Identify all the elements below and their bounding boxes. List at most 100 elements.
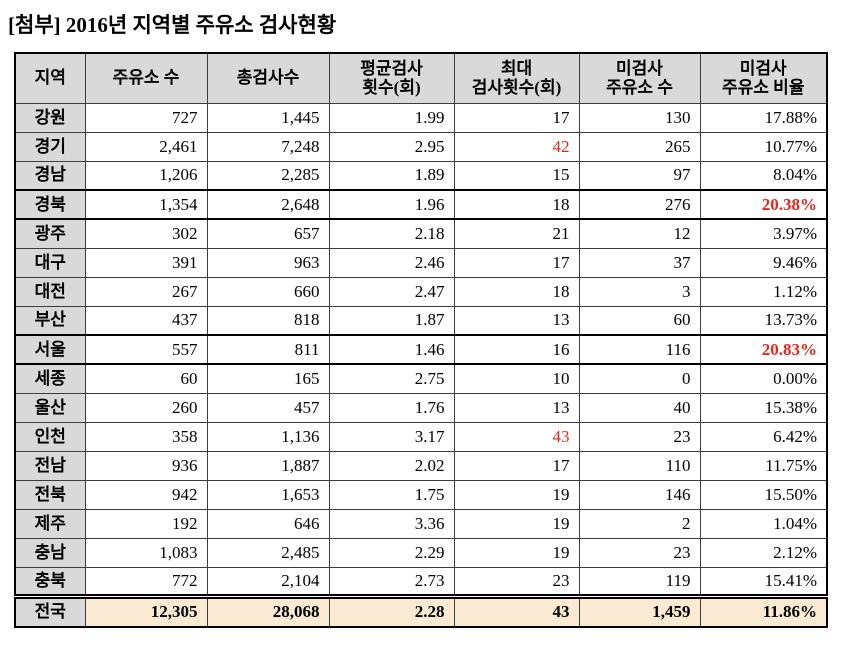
- table-row: 전남 936 1,887 2.02 17 110 11.75%: [14, 450, 828, 481]
- cell-max: 13: [453, 305, 580, 336]
- cell-ratio: 11.86%: [699, 593, 828, 628]
- cell-avg: 2.95: [328, 131, 455, 162]
- cell-total: 28,068: [206, 593, 330, 628]
- cell-ratio: 6.42%: [699, 421, 828, 452]
- cell-stations: 192: [84, 508, 208, 539]
- cell-region: 전북: [14, 479, 86, 510]
- cell-ratio: 9.46%: [699, 247, 828, 278]
- cell-unchecked: 23: [578, 421, 701, 452]
- cell-max: 17: [453, 450, 580, 481]
- cell-region: 대전: [14, 276, 86, 307]
- cell-avg: 3.36: [328, 508, 455, 539]
- cell-avg: 3.17: [328, 421, 455, 452]
- column-header-avg: 평균검사 횟수(회): [328, 52, 455, 104]
- cell-unchecked: 276: [578, 189, 701, 220]
- cell-stations: 391: [84, 247, 208, 278]
- cell-max: 23: [453, 566, 580, 597]
- table-row: 경기 2,461 7,248 2.95 42 265 10.77%: [14, 131, 828, 162]
- cell-total: 646: [206, 508, 330, 539]
- cell-ratio: 11.75%: [699, 450, 828, 481]
- cell-stations: 358: [84, 421, 208, 452]
- cell-max: 18: [453, 189, 580, 220]
- cell-avg: 1.89: [328, 160, 455, 191]
- cell-avg: 2.18: [328, 218, 455, 249]
- cell-stations: 1,206: [84, 160, 208, 191]
- table-row: 대전 267 660 2.47 18 3 1.12%: [14, 276, 828, 307]
- cell-total: 1,887: [206, 450, 330, 481]
- cell-total: 818: [206, 305, 330, 336]
- table-row: 충북 772 2,104 2.73 23 119 15.41%: [14, 566, 828, 597]
- cell-unchecked: 1,459: [578, 593, 701, 628]
- cell-region: 제주: [14, 508, 86, 539]
- inspection-table: 지역 주유소 수 총검사수 평균검사 횟수(회) 최대 검사횟수(회) 미검사 주유소 수…: [14, 52, 828, 628]
- cell-max: 15: [453, 160, 580, 191]
- cell-max: 43: [453, 421, 580, 452]
- cell-total: 165: [206, 363, 330, 394]
- cell-region: 충남: [14, 537, 86, 568]
- table-row: 경북 1,354 2,648 1.96 18 276 20.38%: [14, 189, 828, 220]
- cell-stations: 12,305: [84, 593, 208, 628]
- table-body: 강원 727 1,445 1.99 17 130 17.88% 경기 2,461 7,248 2.9…: [14, 102, 828, 628]
- table-row: 제주 192 646 3.36 19 2 1.04%: [14, 508, 828, 539]
- cell-ratio: 17.88%: [699, 102, 828, 133]
- cell-unchecked: 265: [578, 131, 701, 162]
- cell-ratio: 15.41%: [699, 566, 828, 597]
- column-header-region: 지역: [14, 52, 86, 104]
- cell-total: 657: [206, 218, 330, 249]
- cell-unchecked: 3: [578, 276, 701, 307]
- cell-stations: 942: [84, 479, 208, 510]
- cell-avg: 2.02: [328, 450, 455, 481]
- cell-max: 19: [453, 508, 580, 539]
- cell-region: 전국: [14, 593, 86, 628]
- total-row: 전국 12,305 28,068 2.28 43 1,459 11.86%: [14, 593, 828, 628]
- cell-avg: 1.87: [328, 305, 455, 336]
- cell-total: 2,485: [206, 537, 330, 568]
- cell-region: 인천: [14, 421, 86, 452]
- cell-total: 1,445: [206, 102, 330, 133]
- cell-stations: 1,354: [84, 189, 208, 220]
- column-header-total: 총검사수: [206, 52, 330, 104]
- cell-ratio: 20.38%: [699, 189, 828, 220]
- cell-avg: 1.46: [328, 334, 455, 365]
- cell-stations: 260: [84, 392, 208, 423]
- cell-region: 충북: [14, 566, 86, 597]
- cell-unchecked: 130: [578, 102, 701, 133]
- cell-region: 대구: [14, 247, 86, 278]
- cell-region: 세종: [14, 363, 86, 394]
- cell-stations: 936: [84, 450, 208, 481]
- cell-stations: 267: [84, 276, 208, 307]
- cell-stations: 727: [84, 102, 208, 133]
- table-row: 광주 302 657 2.18 21 12 3.97%: [14, 218, 828, 249]
- cell-avg: 1.76: [328, 392, 455, 423]
- cell-avg: 2.28: [328, 593, 455, 628]
- cell-unchecked: 119: [578, 566, 701, 597]
- cell-region: 울산: [14, 392, 86, 423]
- table-row: 부산 437 818 1.87 13 60 13.73%: [14, 305, 828, 336]
- cell-unchecked: 2: [578, 508, 701, 539]
- cell-max: 19: [453, 537, 580, 568]
- cell-avg: 2.47: [328, 276, 455, 307]
- cell-max: 19: [453, 479, 580, 510]
- cell-max: 10: [453, 363, 580, 394]
- column-header-unchecked: 미검사 주유소 수: [578, 52, 701, 104]
- table-row: 서울 557 811 1.46 16 116 20.83%: [14, 334, 828, 365]
- table-row: 경남 1,206 2,285 1.89 15 97 8.04%: [14, 160, 828, 191]
- cell-stations: 437: [84, 305, 208, 336]
- cell-region: 경기: [14, 131, 86, 162]
- cell-unchecked: 97: [578, 160, 701, 191]
- cell-region: 광주: [14, 218, 86, 249]
- cell-avg: 2.73: [328, 566, 455, 597]
- cell-max: 18: [453, 276, 580, 307]
- cell-max: 17: [453, 247, 580, 278]
- cell-avg: 2.75: [328, 363, 455, 394]
- cell-total: 1,136: [206, 421, 330, 452]
- cell-avg: 2.29: [328, 537, 455, 568]
- cell-ratio: 1.04%: [699, 508, 828, 539]
- cell-total: 811: [206, 334, 330, 365]
- table-row: 강원 727 1,445 1.99 17 130 17.88%: [14, 102, 828, 133]
- cell-total: 660: [206, 276, 330, 307]
- cell-avg: 1.75: [328, 479, 455, 510]
- cell-ratio: 10.77%: [699, 131, 828, 162]
- table-row: 인천 358 1,136 3.17 43 23 6.42%: [14, 421, 828, 452]
